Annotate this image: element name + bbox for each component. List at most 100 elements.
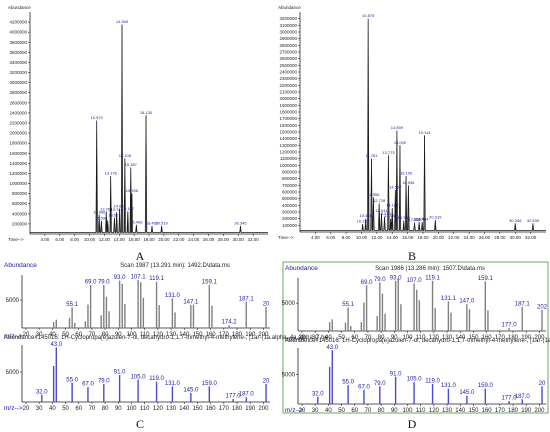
- y-tick-label: 1600000: [9, 151, 27, 156]
- chromatogram-panel-a: Abundance Time--> 200000 400000 600000 800000…: [8, 5, 268, 242]
- library-spectrum-x-tick-label: 190: [521, 408, 532, 414]
- y-tick-label: 2500000: [279, 63, 297, 68]
- library-spectrum-bar: [328, 366, 331, 404]
- peak-label: 30.345: [234, 220, 247, 225]
- y-tick-label: 200000: [12, 221, 28, 226]
- peak-label: 19.114: [419, 130, 432, 135]
- spectrum-bar: [379, 282, 381, 331]
- library-spectrum-bar-label: 131.0: [441, 383, 457, 389]
- library-spectrum-bar: [431, 383, 434, 404]
- peak-label: 15.108: [119, 153, 132, 158]
- spectrum-bar: [105, 296, 108, 328]
- y-tick-label: 1100000: [280, 156, 298, 161]
- y-tick-label: 1900000: [279, 103, 297, 108]
- y-tick-label: 500000: [282, 196, 298, 201]
- spectrum-x-tick-label: 60: [351, 335, 358, 341]
- mass-spectrum-panel-d: Abundance Scan 1986 (13.286 min): 1507.D\…: [282, 261, 550, 414]
- peak-label: 13.176: [105, 170, 118, 175]
- library-spectrum-x-tick-label: 190: [245, 406, 256, 412]
- y-tick-label: 1200000: [279, 150, 297, 155]
- library-spectrum-bar: [508, 401, 510, 404]
- y-tick-label: 2800000: [9, 90, 27, 95]
- spectrum-bar: [400, 304, 402, 331]
- library-spectrum-bar: [265, 384, 267, 402]
- library-spectrum-x-tick-label: 30: [36, 406, 43, 412]
- x-tick-label: 30.00: [510, 235, 522, 240]
- spectrum-x-tick-label: 150: [192, 332, 203, 338]
- library-spectrum-x-tick-label: 120: [153, 406, 164, 412]
- spectrum-bar: [84, 321, 87, 328]
- spectrum-bar: [137, 280, 139, 328]
- library-spectrum-bar: [331, 350, 333, 404]
- y-tick-label: 1800000: [9, 141, 27, 146]
- peak-label: 30.348: [509, 218, 522, 223]
- library-spectrum-bar-label: 105.0: [407, 377, 423, 383]
- library-spectrum-bar-label: 119.0: [149, 376, 164, 382]
- peak-label: 15.766: [126, 188, 139, 193]
- spectrum-x-tick-label: 140: [179, 332, 190, 338]
- spectrum-x-tick-label: 50: [338, 335, 345, 341]
- library-spectrum-bar: [103, 384, 105, 402]
- library-spectrum-bar: [55, 347, 57, 402]
- spectrum-bar: [397, 278, 399, 331]
- mz-axis-label: m/z-->: [4, 333, 23, 340]
- spectrum-x-tick-label: 40: [325, 335, 332, 341]
- library-title: Abundance#145016: 1H-Cyclopropa[e]azulen…: [285, 338, 550, 344]
- library-spectrum-bar-label: 55.0: [342, 380, 354, 386]
- library-spectrum-x-tick-label: 140: [179, 406, 190, 412]
- x-tick-label: 12.00: [99, 237, 111, 242]
- y-tick-label: 2200000: [279, 83, 297, 88]
- y-tick-label: 300000: [282, 210, 298, 215]
- peak-label: 14.559: [391, 125, 404, 130]
- spectrum-bar: [376, 315, 378, 331]
- mz-axis-label-bottom: m/z-->: [4, 405, 23, 412]
- y-axis-label: Abundance: [278, 5, 301, 10]
- spectrum-x-tick-label: 200: [534, 335, 545, 341]
- y-tick-label: 3800000: [9, 40, 27, 45]
- library-spectrum-bar: [347, 385, 349, 404]
- y-tick-label: 400000: [12, 211, 28, 216]
- spectrum-bar-label: 79.0: [98, 280, 110, 286]
- y-tick-label: 1500000: [279, 130, 297, 135]
- y-tick-label: 2200000: [9, 121, 27, 126]
- peak-label: 14.031: [114, 203, 127, 208]
- library-spectrum-bar-label: 32.0: [312, 391, 324, 397]
- y-tick-label: 4000000: [9, 30, 27, 35]
- spectrum-x-tick-label: 190: [521, 335, 532, 341]
- peak-label: 11.955: [367, 192, 380, 197]
- spectrum-bar-label: 119.1: [149, 276, 164, 282]
- spectrum-bar: [108, 311, 110, 328]
- library-spectrum-bar: [363, 389, 365, 404]
- library-spectrum-x-tick-label: 40: [49, 406, 56, 412]
- library-spectrum-x-tick-label: 150: [192, 406, 203, 412]
- spectrum-bar: [71, 307, 73, 328]
- library-spectrum-bar-label: 32.0: [36, 389, 48, 395]
- spectrum-bar: [450, 312, 452, 331]
- spectrum-x-tick-label: 160: [482, 335, 493, 341]
- spectrum-bar: [328, 322, 331, 331]
- peak-label: 18.130: [140, 110, 153, 115]
- spectrum-bar: [190, 305, 192, 328]
- y-tick-label: 600000: [12, 201, 28, 206]
- peak-label: 16.105: [400, 171, 413, 176]
- peak-label: 10.435: [360, 213, 373, 218]
- spectrum-bar: [124, 304, 126, 328]
- library-spectrum-x-tick-label: 150: [468, 408, 479, 414]
- y-tick-label: 1700000: [279, 116, 297, 121]
- library-spectrum-bar-label: 187.0: [515, 394, 531, 400]
- library-spectrum-bar-label: 67.0: [82, 382, 94, 388]
- spectrum-x-tick-label: 20: [299, 335, 306, 341]
- library-spectrum-bar: [155, 381, 158, 402]
- x-tick-label: 14.00: [114, 237, 126, 242]
- library-spectrum-x-tick-label: 130: [166, 406, 177, 412]
- spectrum-bar-label: 131.0: [165, 293, 181, 299]
- library-spectrum-bar-label: 105.0: [131, 374, 147, 380]
- spectrum-x-tick-label: 130: [442, 335, 453, 341]
- spectrum-x-tick-label: 110: [416, 335, 426, 341]
- spectrum-bar: [208, 285, 211, 328]
- library-spectrum-bar: [447, 388, 450, 404]
- library-spectrum-bar-label: 20: [263, 379, 270, 385]
- y-tick-label: 100000: [282, 223, 298, 228]
- spectrum-x-tick-label: 50: [62, 332, 69, 338]
